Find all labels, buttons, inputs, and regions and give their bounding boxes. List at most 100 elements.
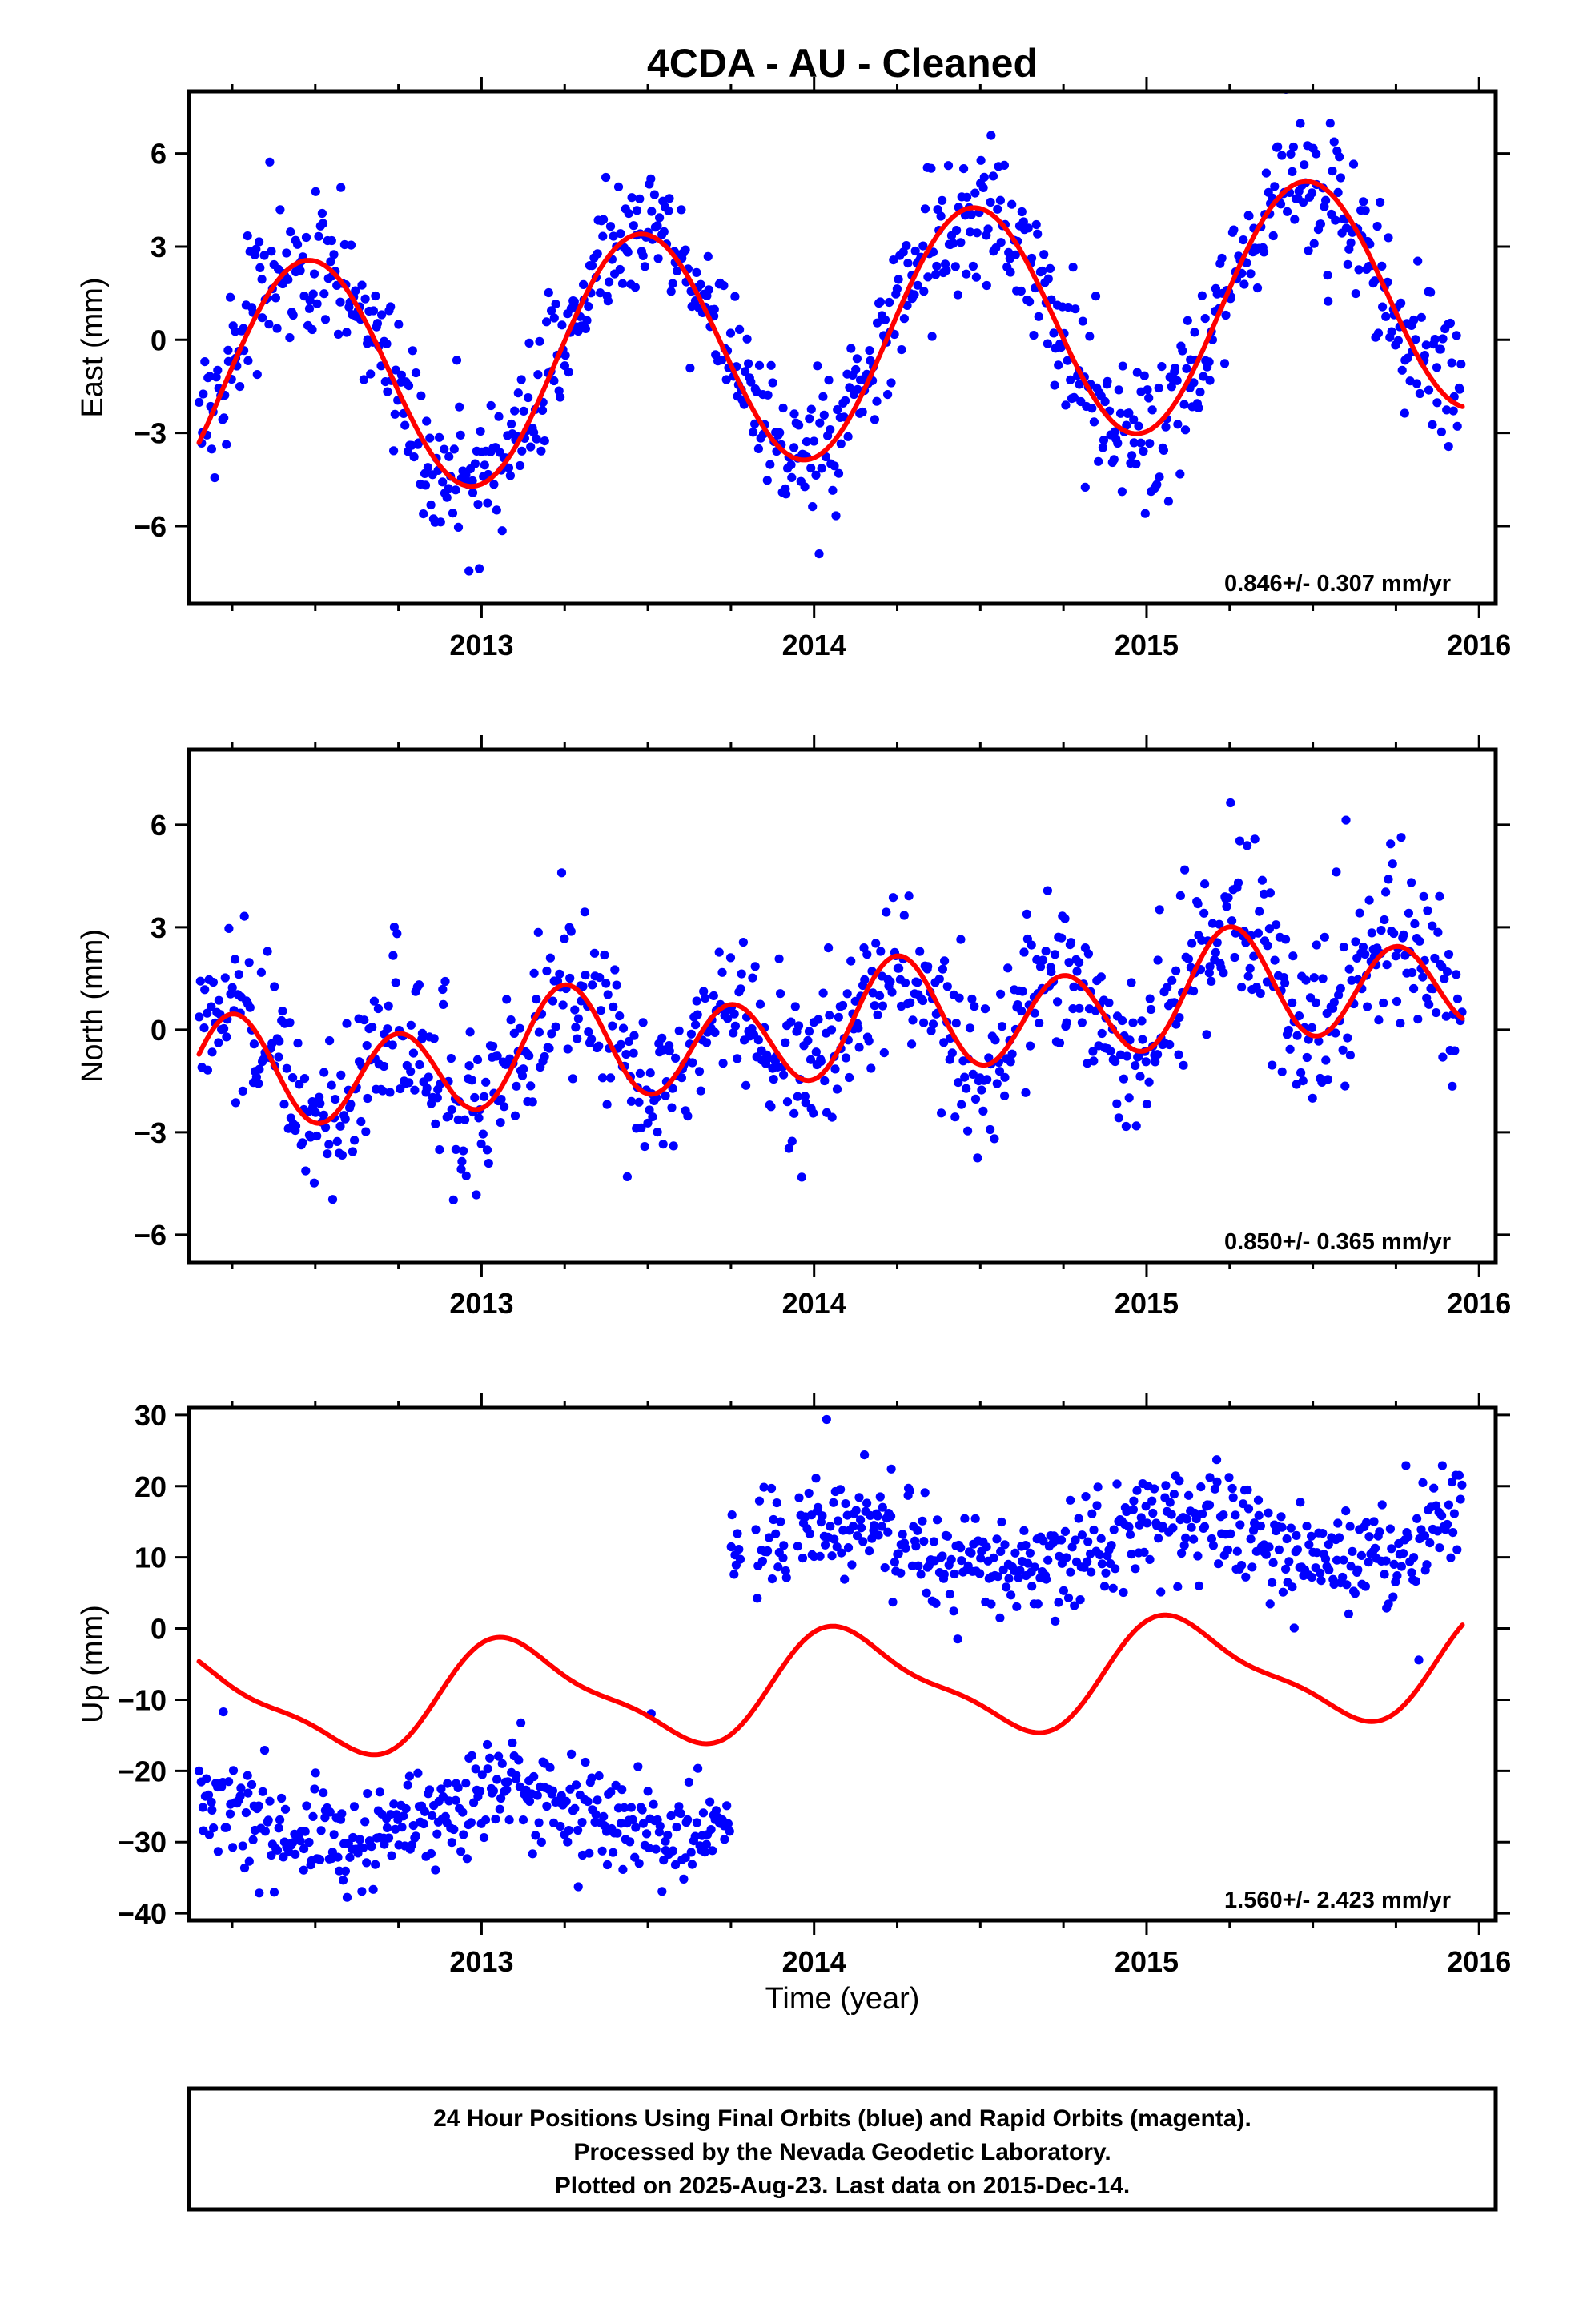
data-point	[789, 443, 799, 452]
data-point	[789, 1108, 799, 1118]
data-point	[597, 1846, 607, 1856]
data-point	[609, 1848, 618, 1857]
data-point	[1168, 1523, 1178, 1533]
data-point	[1369, 1517, 1379, 1526]
data-point	[1373, 328, 1384, 338]
data-point	[765, 1533, 774, 1542]
data-point	[887, 987, 897, 997]
data-point	[558, 1000, 568, 1010]
data-point	[1189, 987, 1199, 996]
data-point	[730, 292, 740, 301]
data-point	[1307, 188, 1317, 198]
data-point	[255, 263, 265, 272]
data-point	[404, 1771, 414, 1781]
data-point	[1438, 334, 1448, 344]
data-point	[319, 1110, 328, 1120]
data-point	[1083, 949, 1093, 959]
data-point	[556, 392, 565, 402]
data-point	[940, 956, 950, 966]
data-point	[952, 226, 962, 235]
data-point	[1060, 1526, 1070, 1536]
data-point	[1087, 1509, 1097, 1518]
data-point	[1194, 403, 1203, 412]
data-point	[1255, 907, 1264, 916]
data-point	[1124, 408, 1134, 418]
data-point	[551, 300, 560, 309]
data-point	[1146, 1004, 1156, 1015]
data-point	[203, 1790, 214, 1799]
data-point	[581, 971, 590, 980]
data-point	[834, 1012, 843, 1022]
data-point	[461, 1171, 471, 1180]
data-point	[1118, 1015, 1127, 1026]
data-point	[1419, 891, 1428, 901]
data-point	[368, 1023, 377, 1032]
data-point	[1140, 509, 1150, 518]
data-point	[223, 345, 233, 355]
data-point	[1038, 266, 1047, 276]
data-point	[686, 1029, 697, 1039]
data-point	[598, 231, 608, 241]
data-point	[1254, 1510, 1264, 1520]
data-point	[295, 1080, 304, 1089]
data-point	[255, 1064, 264, 1074]
data-point	[518, 1815, 528, 1825]
data-point	[208, 978, 218, 987]
data-point	[629, 1031, 639, 1040]
data-point	[645, 1068, 655, 1078]
data-point	[1387, 1544, 1396, 1554]
data-point	[524, 338, 534, 348]
data-point	[686, 1848, 696, 1857]
data-point	[540, 1051, 549, 1062]
data-point	[906, 998, 915, 1007]
data-point	[727, 1510, 737, 1520]
data-point	[741, 1080, 751, 1090]
data-point	[544, 287, 553, 298]
data-point	[965, 1023, 975, 1033]
data-point	[408, 346, 417, 356]
data-point	[1307, 1531, 1316, 1541]
data-point	[1153, 955, 1163, 965]
data-point	[1171, 1019, 1181, 1029]
data-point	[653, 254, 663, 263]
data-point	[802, 437, 812, 447]
data-point	[438, 984, 448, 995]
data-point	[1066, 375, 1075, 384]
data-point	[1066, 1567, 1075, 1577]
data-point	[255, 237, 264, 247]
data-point	[862, 950, 872, 959]
y-tick-label: 0	[151, 1613, 167, 1646]
data-point	[663, 1830, 673, 1840]
data-point	[842, 989, 852, 999]
y-tick-label: 0	[151, 324, 167, 356]
data-point	[1457, 1480, 1467, 1490]
data-point	[1350, 1589, 1360, 1598]
data-point	[1454, 1470, 1464, 1480]
data-point	[1243, 1504, 1254, 1514]
data-point	[207, 1047, 217, 1057]
data-point	[544, 1043, 554, 1053]
data-point	[231, 1098, 240, 1108]
data-point	[1223, 1545, 1233, 1554]
data-point	[599, 1811, 609, 1821]
data-point	[1099, 1582, 1110, 1591]
data-point	[1392, 1571, 1402, 1581]
data-point	[1096, 972, 1106, 982]
data-point	[933, 1515, 942, 1525]
data-point	[346, 240, 356, 250]
data-point	[1403, 353, 1412, 363]
data-point	[880, 315, 890, 324]
data-point	[1181, 1533, 1191, 1542]
data-point	[1137, 1016, 1147, 1026]
data-point	[1068, 263, 1078, 272]
data-point	[1396, 298, 1406, 308]
data-point	[993, 204, 1002, 214]
data-point	[1183, 954, 1193, 964]
data-point	[1093, 1482, 1103, 1492]
data-point	[317, 208, 327, 219]
data-point	[1404, 1532, 1413, 1542]
data-point	[1135, 1072, 1145, 1081]
data-point	[436, 517, 445, 527]
data-point	[709, 991, 718, 1000]
